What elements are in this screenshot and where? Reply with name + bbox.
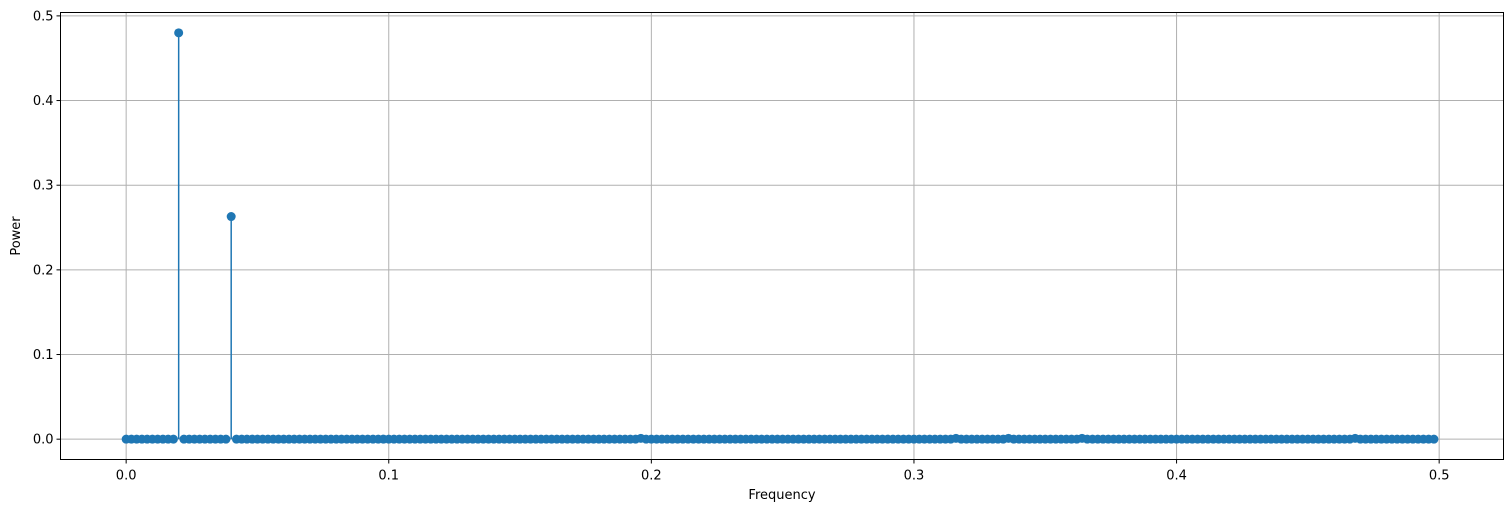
x-tick-label: 0.4: [1166, 469, 1187, 484]
x-tick-label: 0.5: [1429, 469, 1450, 484]
grid: [60, 12, 1504, 460]
x-tick-label: 0.0: [116, 469, 137, 484]
y-tick-label: 0.0: [33, 433, 54, 448]
x-tick-label: 0.2: [641, 469, 662, 484]
stem-marker: [168, 434, 178, 444]
x-axis-label: Frequency: [748, 488, 815, 503]
x-tick-label: 0.3: [904, 469, 925, 484]
y-tick-label: 0.1: [33, 348, 54, 363]
plot-frame: [60, 12, 1504, 460]
y-tick-label: 0.2: [33, 263, 54, 278]
y-axis-label: Power: [9, 216, 24, 256]
x-tick-label: 0.1: [378, 469, 399, 484]
y-tick-label: 0.3: [33, 179, 54, 194]
y-tick-label: 0.5: [33, 9, 54, 24]
stem-marker: [1429, 434, 1439, 444]
stem-marker: [174, 28, 184, 38]
y-tick-label: 0.4: [33, 94, 54, 109]
axis-ticks: 0.0 0.1 0.2 0.3 0.4 0.5 0.0 0.1 0.2 0.3 0.4 0.5: [33, 9, 1450, 483]
data-series: [121, 28, 1439, 444]
stem-marker: [226, 212, 236, 222]
stem-marker: [221, 434, 231, 444]
